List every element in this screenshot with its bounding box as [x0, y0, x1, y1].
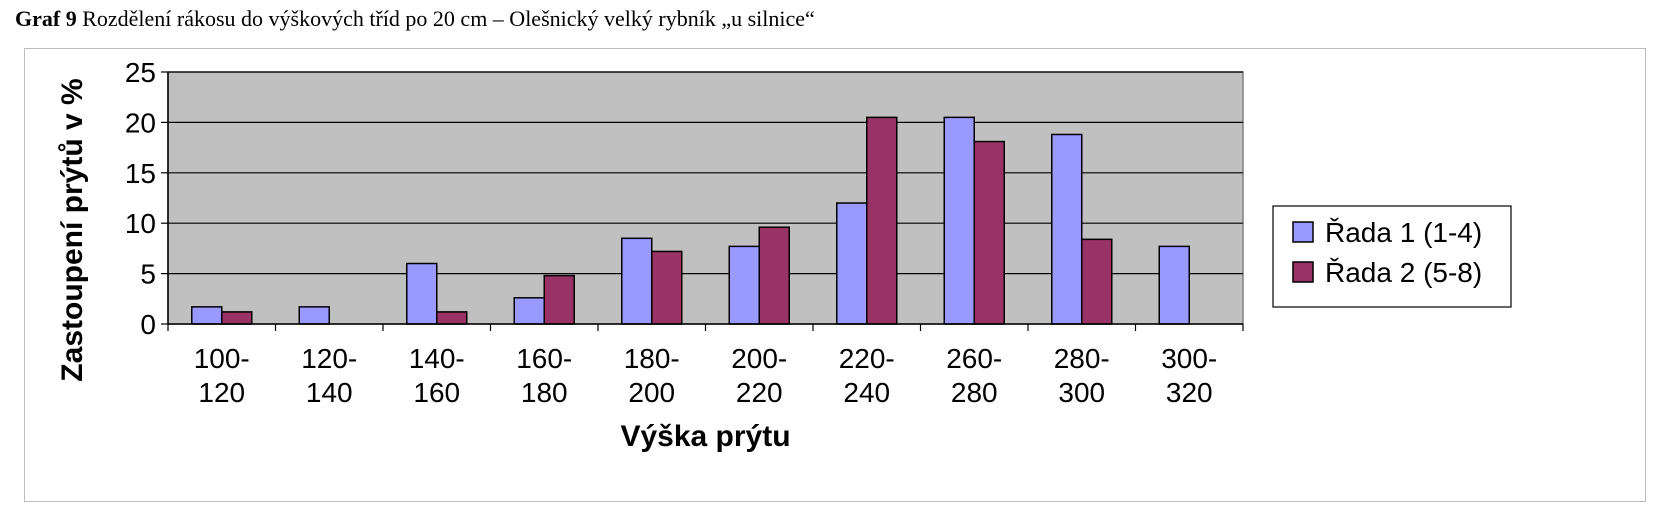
bar	[543, 274, 575, 325]
bar	[836, 202, 868, 325]
bars	[191, 116, 1190, 325]
axes: 0 5 10 15 20 25 100-120 120-140 140-160 160-180 18…	[125, 57, 1244, 408]
y-tick-label: 5	[140, 259, 156, 290]
bar	[728, 245, 760, 325]
x-tick-label: 260-280	[946, 343, 1002, 408]
bar	[1158, 245, 1190, 325]
bar	[1051, 133, 1083, 325]
bar	[651, 250, 683, 325]
figure-caption: Graf 9 Rozdělení rákosu do výškových tří…	[15, 6, 815, 32]
bar	[621, 237, 653, 325]
y-tick-label: 20	[125, 107, 156, 138]
bar	[513, 297, 545, 325]
bar	[406, 262, 438, 325]
bar	[943, 116, 975, 325]
x-tick-label: 220-240	[839, 343, 895, 408]
x-tick-label: 140-160	[409, 343, 465, 408]
y-tick-label: 0	[140, 309, 156, 340]
caption-label: Graf 9	[15, 6, 77, 31]
bar	[866, 116, 898, 325]
bar	[758, 226, 790, 325]
legend: Řada 1 (1-4) Řada 2 (5-8)	[1272, 205, 1512, 308]
x-tick-label: 120-140	[301, 343, 357, 408]
x-tick-label: 100-120	[194, 343, 250, 408]
bar	[436, 311, 468, 325]
legend-swatch	[1292, 221, 1314, 243]
bar	[221, 311, 253, 325]
y-tick-label: 25	[125, 57, 156, 88]
legend-label: Řada 1 (1-4)	[1325, 217, 1482, 248]
bar	[298, 306, 330, 325]
legend-label: Řada 2 (5-8)	[1325, 257, 1482, 288]
caption-text: Rozdělení rákosu do výškových tříd po 20…	[82, 6, 815, 31]
y-tick-label: 15	[125, 158, 156, 189]
x-axis-title: Výška prýtu	[620, 420, 790, 453]
bar	[973, 140, 1005, 325]
x-tick-label: 280-300	[1054, 343, 1110, 408]
bar	[1081, 238, 1113, 325]
legend-swatch	[1292, 261, 1314, 283]
x-tick-label: 160-180	[516, 343, 572, 408]
x-tick-label: 200-220	[731, 343, 787, 408]
y-tick-label: 10	[125, 208, 156, 239]
bar	[191, 306, 223, 325]
y-axis-title: Zastoupení prýtů v %	[56, 78, 89, 381]
x-tick-label: 180-200	[624, 343, 680, 408]
x-tick-label: 300-320	[1161, 343, 1217, 408]
